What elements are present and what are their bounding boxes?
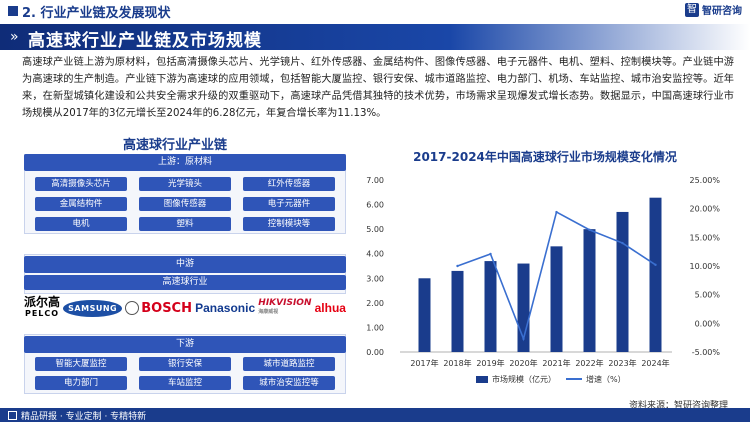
y-left-tick-label: 6.00 <box>366 201 384 210</box>
x-tick-label: 2022年 <box>575 358 603 368</box>
footer-text: 精品研报 · 专业定制 · 专精特新 <box>21 412 147 422</box>
y-right-tick-label: 10.00% <box>689 262 720 271</box>
pelco-logo: 派尔高 PELCO <box>24 295 61 319</box>
x-tick-label: 2024年 <box>641 358 669 368</box>
y-left-tick-label: 3.00 <box>366 274 384 283</box>
upstream-item: 图像传感器 <box>139 197 231 211</box>
y-right-tick-label: 25.00% <box>689 176 720 185</box>
y-right-tick-label: 20.00% <box>689 205 720 214</box>
upstream-item: 金属结构件 <box>35 197 127 211</box>
x-tick-label: 2023年 <box>608 358 636 368</box>
footer-bar: 精品研报 · 专业定制 · 专精特新 <box>0 408 750 422</box>
x-tick-label: 2019年 <box>476 358 504 368</box>
downstream-item: 智能大厦监控 <box>35 357 127 371</box>
y-right-tick-label: 0.00% <box>695 319 721 328</box>
top-bar: 2. 行业产业链及发展现状 智 智研咨询 <box>0 0 750 22</box>
growth-point <box>555 210 558 214</box>
brand-logos-row: 派尔高 PELCO SAMSUNG BOSCH Panasonic HIKVIS… <box>24 292 346 324</box>
hikvision-logo-text: HIKVISION <box>258 298 312 308</box>
double-chevron-icon: » <box>10 29 19 45</box>
dahua-logo: alhua <box>314 301 346 315</box>
downstream-item: 电力部门 <box>35 376 127 390</box>
intro-paragraph: 高速球产业链上游为原材料，包括高清摄像头芯片、光学镜片、红外传感器、金属结构件、… <box>22 57 734 119</box>
midstream-label: 中游 <box>24 256 346 273</box>
downstream-item: 城市治安监控等 <box>243 376 335 390</box>
y-left-tick-label: 7.00 <box>366 176 384 185</box>
x-tick-label: 2017年 <box>410 358 438 368</box>
downstream-item: 城市道路监控 <box>243 357 335 371</box>
bar <box>616 211 629 352</box>
y-left-tick-label: 4.00 <box>366 250 384 259</box>
pelco-logo-cn: 派尔高 <box>24 295 61 309</box>
hikvision-logo: HIKVISION 海康威视 <box>258 299 311 317</box>
hikvision-logo-sub: 海康威视 <box>258 309 279 315</box>
title-banner: » 高速球行业产业链及市场规模 <box>0 24 750 51</box>
bar <box>517 263 530 352</box>
upstream-item: 塑料 <box>139 217 231 231</box>
upstream-item: 光学镜头 <box>139 177 231 191</box>
panasonic-logo: Panasonic <box>195 301 256 315</box>
y-left-tick-label: 1.00 <box>366 323 384 332</box>
upstream-label: 上游：原材料 <box>24 154 346 171</box>
upstream-item: 高清摄像头芯片 <box>35 177 127 191</box>
x-tick-label: 2021年 <box>542 358 570 368</box>
bosch-logo-text: BOSCH <box>141 300 192 316</box>
x-tick-label: 2018年 <box>443 358 471 368</box>
upstream-item: 控制模块等 <box>243 217 335 231</box>
logo-mark-icon: 智 <box>685 2 699 17</box>
bar <box>484 261 497 352</box>
pelco-logo-en: PELCO <box>24 309 60 318</box>
bosch-emblem-icon <box>125 301 140 315</box>
legend-bar-label: 市场规模（亿元） <box>492 374 556 384</box>
y-left-tick-label: 5.00 <box>366 225 384 234</box>
downstream-item: 银行安保 <box>139 357 231 371</box>
y-right-tick-label: 15.00% <box>689 233 720 242</box>
bar <box>451 270 464 352</box>
chart-title: 2017-2024年中国高速球行业市场规模变化情况 <box>413 150 677 164</box>
bar <box>418 278 431 352</box>
source-note: 资料来源：智研咨询整理 <box>628 401 728 411</box>
upstream-item: 电子元器件 <box>243 197 335 211</box>
growth-point <box>456 264 459 268</box>
section-heading: 2. 行业产业链及发展现状 <box>22 6 171 21</box>
growth-point <box>489 252 492 256</box>
growth-point <box>588 228 591 232</box>
growth-point <box>654 263 657 267</box>
downstream-item: 车站监控 <box>139 376 231 390</box>
legend-line-label: 增速（%） <box>586 374 626 384</box>
y-left-tick-label: 0.00 <box>366 348 384 357</box>
section-marker-icon <box>8 6 18 16</box>
legend-bar-swatch <box>476 376 488 383</box>
industry-label: 高速球行业 <box>24 275 346 290</box>
y-left-tick-label: 2.00 <box>366 299 384 308</box>
x-tick-label: 2020年 <box>509 358 537 368</box>
downstream-label: 下游 <box>24 336 346 353</box>
growth-point <box>522 337 525 341</box>
samsung-logo: SAMSUNG <box>63 299 123 317</box>
bar <box>550 246 563 352</box>
y-right-tick-label: -5.00% <box>692 348 721 357</box>
y-right-tick-label: 5.00% <box>695 291 721 300</box>
bar <box>583 229 596 352</box>
chain-title: 高速球行业产业链 <box>122 138 227 153</box>
brand-logo: 智 智研咨询 <box>685 2 742 17</box>
upstream-item: 红外传感器 <box>243 177 335 191</box>
growth-point <box>621 241 624 245</box>
upstream-item: 电机 <box>35 217 127 231</box>
bar <box>649 197 662 352</box>
bosch-logo: BOSCH <box>125 301 192 316</box>
report-icon <box>8 411 17 420</box>
logo-text: 智研咨询 <box>702 6 742 17</box>
growth-line <box>457 210 656 342</box>
page-title: 高速球行业产业链及市场规模 <box>28 31 262 51</box>
